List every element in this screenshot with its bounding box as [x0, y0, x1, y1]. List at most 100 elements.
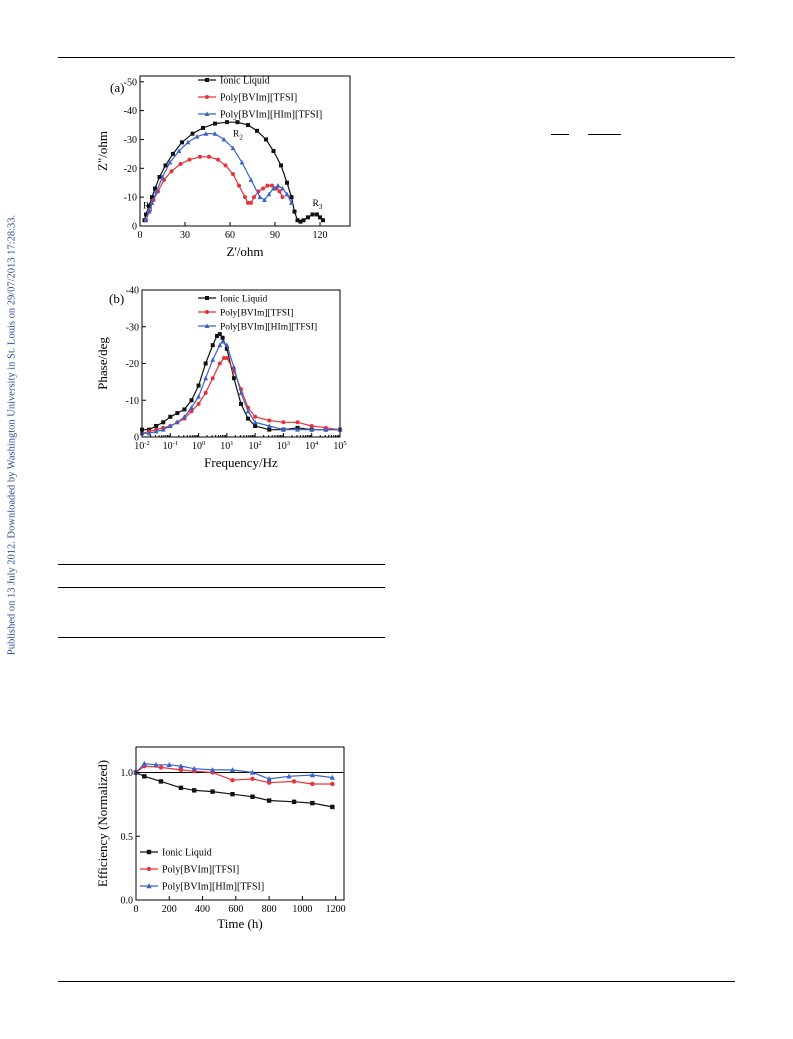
- data-point: [266, 191, 272, 197]
- x-axis-label: Time (h): [217, 916, 262, 931]
- x-tick-label: 90: [270, 230, 280, 241]
- data-point: [150, 195, 154, 200]
- data-point: [194, 133, 200, 139]
- data-point: [203, 390, 208, 395]
- data-point: [143, 217, 149, 223]
- text-fragment-a: [551, 134, 569, 135]
- data-point: [264, 137, 268, 142]
- data-point: [158, 779, 164, 784]
- x-tick-label: 0: [138, 230, 143, 241]
- data-point: [250, 776, 255, 782]
- data-point: [214, 333, 219, 338]
- data-point: [249, 769, 256, 775]
- data-point: [239, 159, 245, 165]
- data-point: [239, 401, 243, 406]
- data-point: [291, 799, 297, 805]
- data-point: [243, 195, 247, 200]
- data-point: [310, 800, 315, 806]
- legend: Ionic Liquid Poly[BVIm][TFSI] Poly[BVIm][H…: [140, 848, 264, 893]
- data-point: [217, 361, 222, 366]
- data-point: [192, 788, 197, 793]
- x-tick-label: 200: [162, 904, 177, 915]
- data-point: [267, 427, 272, 432]
- x-tick-label: 60: [225, 230, 235, 241]
- data-point: [271, 149, 276, 153]
- x-tick-label: 1000: [292, 904, 312, 915]
- data-point: [168, 414, 173, 419]
- y-tick-label: 0: [134, 433, 139, 444]
- x-tick-label: 0: [134, 904, 139, 915]
- data-point: [231, 172, 235, 177]
- x-tick-label: 800: [262, 904, 277, 915]
- data-point: [163, 163, 168, 168]
- x-tick-label: 30: [180, 230, 190, 241]
- legend-entry: Ionic Liquid: [220, 76, 270, 87]
- series-1: [133, 770, 335, 810]
- data-point: [185, 139, 191, 145]
- data-point: [235, 120, 240, 125]
- data-point: [203, 131, 209, 136]
- data-point: [301, 218, 306, 223]
- data-point: [203, 375, 209, 381]
- data-point: [217, 342, 223, 348]
- data-point: [266, 423, 272, 428]
- data-point: [250, 794, 255, 799]
- data-point: [154, 423, 159, 428]
- data-point: [289, 200, 294, 205]
- data-point: [321, 218, 325, 223]
- data-point: [323, 427, 329, 432]
- data-point: [175, 411, 180, 416]
- x-tick-label: 120: [313, 230, 328, 241]
- y-tick-label: -40: [124, 106, 137, 117]
- data-point: [147, 203, 151, 208]
- data-point: [309, 427, 315, 432]
- data-point: [306, 215, 310, 220]
- data-point: [330, 804, 335, 810]
- data-point: [246, 200, 250, 205]
- annotation-label: R1: [143, 202, 153, 214]
- page-top-rule: [58, 57, 735, 58]
- x-axis-label: Z'/ohm: [226, 244, 263, 259]
- data-point: [281, 427, 286, 432]
- data-point: [271, 185, 276, 191]
- data-point: [224, 355, 229, 360]
- data-point: [210, 376, 215, 381]
- legend-entry: Poly[BVIm][TFSI]: [220, 93, 297, 104]
- data-point: [176, 148, 182, 153]
- data-point: [207, 154, 211, 159]
- data-point: [245, 408, 251, 414]
- legend-entry: Ionic Liquid: [220, 295, 267, 305]
- y-tick-label: -30: [124, 135, 137, 146]
- data-point: [270, 183, 274, 188]
- y-axis-label: Phase/deg: [95, 337, 110, 390]
- legend-entry: Poly[BVIm][TFSI]: [220, 309, 293, 319]
- data-point: [213, 121, 217, 126]
- data-point: [144, 212, 148, 217]
- data-point: [225, 120, 229, 125]
- data-point: [298, 219, 303, 224]
- data-point: [166, 761, 172, 768]
- data-point: [187, 157, 192, 162]
- data-point: [223, 163, 228, 168]
- data-point: [231, 376, 236, 381]
- download-notice-text: Published on 13 July 2012. Downloaded by…: [6, 214, 18, 656]
- legend-marker: [204, 323, 210, 328]
- data-point: [189, 398, 194, 403]
- legend-marker: [146, 849, 152, 855]
- data-point: [267, 418, 272, 423]
- data-point: [217, 332, 222, 337]
- data-point: [330, 781, 335, 787]
- data-point: [209, 767, 216, 773]
- data-point: [253, 414, 258, 419]
- data-point: [220, 335, 225, 340]
- legend: Ionic Liquid Poly[BVIm][TFSI] Poly[BVIm][H…: [198, 76, 322, 121]
- legend-entry: Poly[BVIm][HIm][TFSI]: [220, 323, 317, 333]
- data-point: [262, 197, 267, 203]
- table-rule-middle: [58, 587, 385, 588]
- y-tick-label: -20: [126, 359, 139, 370]
- legend-marker: [205, 78, 209, 82]
- data-point: [248, 177, 254, 182]
- data-point: [284, 191, 290, 197]
- data-point: [146, 430, 152, 436]
- data-point: [196, 401, 201, 406]
